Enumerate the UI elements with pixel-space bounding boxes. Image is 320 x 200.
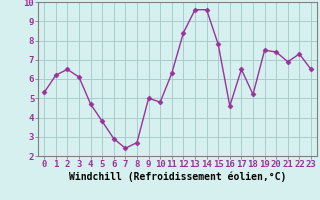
X-axis label: Windchill (Refroidissement éolien,°C): Windchill (Refroidissement éolien,°C) [69, 172, 286, 182]
